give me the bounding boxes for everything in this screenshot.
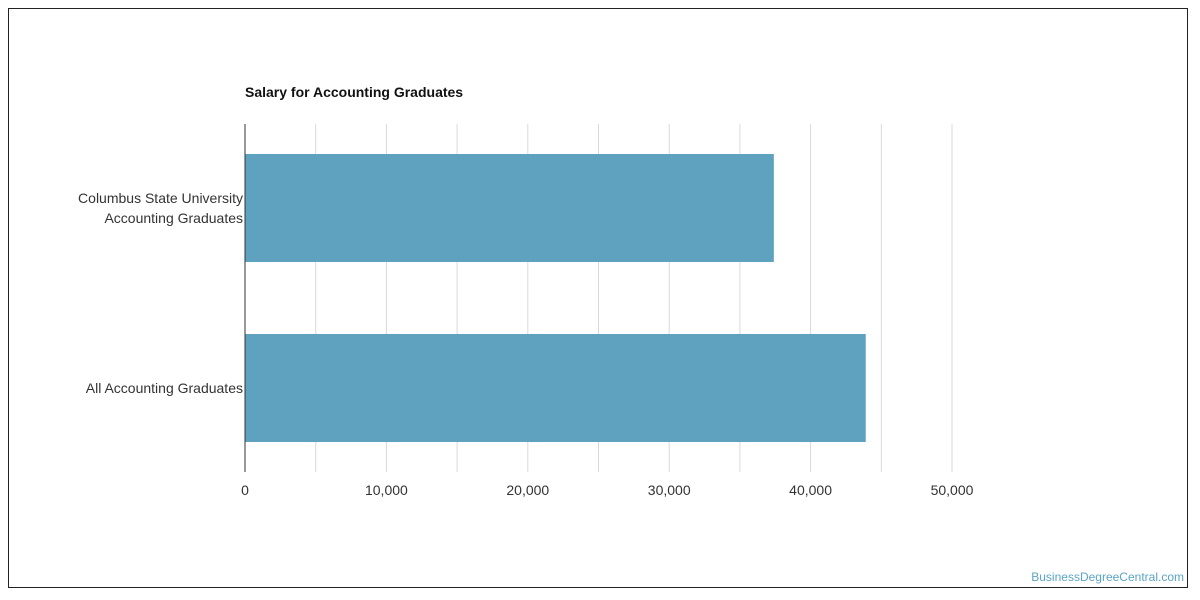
x-tick-label: 30,000 bbox=[648, 482, 691, 498]
bar bbox=[245, 154, 774, 262]
chart-title: Salary for Accounting Graduates bbox=[245, 84, 464, 100]
x-tick-label: 10,000 bbox=[365, 482, 408, 498]
category-label: All Accounting Graduates bbox=[86, 380, 243, 396]
x-tick-label: 20,000 bbox=[506, 482, 549, 498]
x-tick-label: 40,000 bbox=[789, 482, 832, 498]
category-label: Columbus State University Accounting Grad… bbox=[78, 190, 243, 226]
watermark: BusinessDegreeCentral.com bbox=[1031, 570, 1184, 584]
bar bbox=[245, 334, 866, 442]
x-tick-label: 0 bbox=[241, 482, 249, 498]
x-tick-label: 50,000 bbox=[931, 482, 974, 498]
